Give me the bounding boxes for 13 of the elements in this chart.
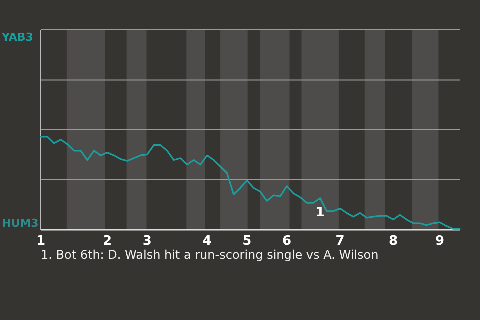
- text: YAB3: [1, 31, 34, 44]
- x-tick-label: 5: [242, 234, 252, 249]
- x-tick-label: 7: [336, 234, 345, 249]
- x-tick-label: 4: [202, 234, 212, 249]
- x-tick-label: 1: [36, 234, 46, 249]
- x-tick-label: 9: [436, 234, 445, 249]
- x-tick-label: 6: [282, 234, 292, 249]
- x-tick-label: 8: [388, 234, 398, 249]
- x-tick-label: 2: [102, 234, 112, 249]
- x-tick-label: 3: [142, 234, 152, 249]
- annotation: 1: [316, 205, 325, 220]
- text: HUM3: [2, 217, 39, 230]
- text: 1. Bot 6th: D. Walsh hit a run-scoring single vs A. Wilson: [41, 248, 379, 262]
